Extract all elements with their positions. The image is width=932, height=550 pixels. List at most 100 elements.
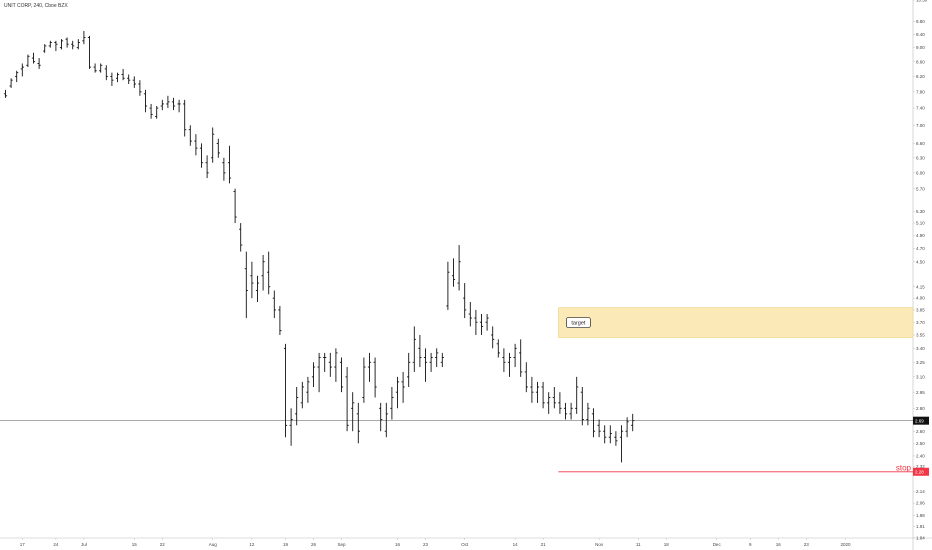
time-tick-label: 19 <box>283 542 289 547</box>
ohlc-bar <box>65 37 69 48</box>
current-price-label: 2.69 <box>915 418 924 423</box>
time-tick-label: Sep <box>337 542 346 547</box>
time-tick-label: 15 <box>132 542 138 547</box>
ohlc-bar <box>423 348 428 382</box>
ohlc-bar <box>295 386 299 426</box>
ohlc-bar <box>188 125 192 146</box>
price-tick-label: 2.40 <box>916 454 925 459</box>
ohlc-bar <box>586 402 590 426</box>
price-tick-label: 4.00 <box>916 296 925 301</box>
ohlc-bar <box>306 376 310 403</box>
price-tick-label: 6.30 <box>916 155 925 160</box>
ohlc-bar <box>591 408 596 438</box>
ohlc-bar <box>390 386 394 420</box>
ohlc-bar <box>367 352 372 382</box>
ohlc-bar <box>451 258 456 287</box>
ohlc-bar <box>15 70 19 83</box>
price-tick-label: 4.15 <box>916 284 925 289</box>
time-tick-label: 23 <box>804 542 810 547</box>
ohlc-bar <box>149 103 153 119</box>
ohlc-bar <box>362 357 366 403</box>
price-tick-label: 5.70 <box>916 186 925 191</box>
ohlc-bar <box>194 134 198 156</box>
price-tick-label: 2.80 <box>916 406 925 411</box>
ohlc-bar <box>216 138 220 158</box>
ohlc-bar <box>614 431 618 446</box>
price-tick-label: 3.25 <box>916 360 925 365</box>
price-tick-label: 2.14 <box>916 489 925 494</box>
ohlc-bar <box>625 417 629 438</box>
ohlc-bar <box>110 72 114 86</box>
ohlc-bar <box>395 376 400 409</box>
ohlc-bar <box>429 352 433 372</box>
price-tick-label: 1.91 <box>916 524 925 529</box>
target-label-box <box>566 317 591 328</box>
ohlc-bar <box>524 362 528 393</box>
price-tick-label: 4.70 <box>916 246 925 251</box>
ohlc-bar <box>446 261 450 310</box>
ohlc-bar <box>93 63 97 73</box>
ohlc-bar <box>491 326 495 349</box>
ohlc-bar <box>115 72 120 83</box>
ohlc-bar <box>356 402 360 444</box>
ohlc-bar <box>59 39 64 50</box>
time-tick-label: Oct <box>461 542 469 547</box>
ohlc-bar <box>541 381 545 409</box>
time-tick-label: 21 <box>541 542 547 547</box>
ohlc-bar <box>239 223 243 252</box>
ohlc-bar <box>76 39 80 50</box>
ohlc-bar <box>569 402 573 420</box>
ohlc-bar <box>535 381 540 403</box>
time-tick-label: Dec <box>713 542 722 547</box>
time-tick-label: 16 <box>776 542 782 547</box>
price-tick-label: 1.98 <box>916 513 925 518</box>
price-tick-label: 3.55 <box>916 333 925 338</box>
ohlc-bar <box>9 78 13 88</box>
ohlc-bar <box>485 313 489 331</box>
time-tick-label: 11 <box>636 542 641 547</box>
chart-title: UNIT CORP, 240, Cboe BZX <box>4 3 68 9</box>
ohlc-bar <box>272 290 276 319</box>
time-tick-label: 22 <box>160 542 166 547</box>
ohlc-bar <box>373 357 377 398</box>
time-tick-label: 16 <box>395 542 401 547</box>
price-tick-label: 3.85 <box>916 308 925 313</box>
ohlc-bar <box>619 425 624 463</box>
price-tick-label: 9.00 <box>916 45 925 50</box>
ohlc-bar <box>20 63 24 77</box>
target-zone <box>558 307 914 338</box>
time-tick-label: 26 <box>311 542 317 547</box>
ohlc-bar <box>311 362 316 387</box>
ohlc-bar <box>267 251 271 295</box>
ohlc-bar <box>463 283 467 319</box>
price-tick-label: 3.10 <box>916 374 925 379</box>
ohlc-bar <box>43 44 47 53</box>
stop-price-label: 2.28 <box>915 469 924 474</box>
ohlc-bar <box>547 392 551 414</box>
time-tick-label: 14 <box>513 542 519 547</box>
ohlc-bar <box>31 52 36 64</box>
ohlc-bar <box>166 95 170 109</box>
ohlc-bar <box>222 157 226 181</box>
price-tick-label: 6.60 <box>916 141 925 146</box>
ohlc-bar <box>334 348 338 382</box>
ohlc-bar <box>351 392 355 432</box>
ohlc-bar <box>412 326 416 372</box>
ohlc-bar <box>3 89 8 98</box>
price-tick-label: 2.32 <box>916 464 925 469</box>
ohlc-bar <box>143 89 148 113</box>
price-tick-label: 9.40 <box>916 32 925 37</box>
ohlc-bar <box>345 367 349 432</box>
time-tick-label: Nov <box>595 542 604 547</box>
price-tick-label: 9.80 <box>916 19 925 24</box>
price-tick-label: 2.06 <box>916 501 925 506</box>
ohlc-bar <box>155 106 159 119</box>
time-tick-label: 12 <box>249 542 255 547</box>
ohlc-bar <box>205 155 209 179</box>
price-tick-label: 8.20 <box>916 74 925 79</box>
ohlc-bar <box>278 305 282 335</box>
time-tick-label: 18 <box>664 542 670 547</box>
ohlc-bar <box>631 413 635 432</box>
